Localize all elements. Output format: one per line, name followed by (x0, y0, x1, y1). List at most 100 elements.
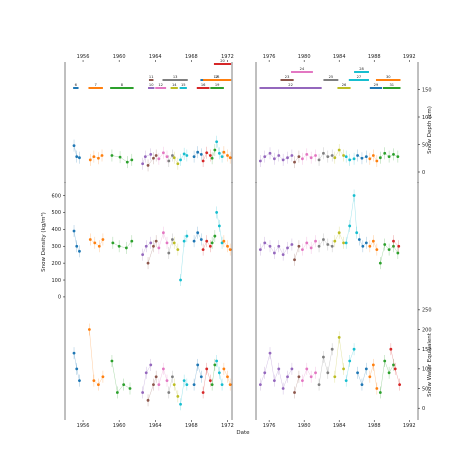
y-tick-label: 500 (51, 210, 61, 216)
series-23 (392, 235, 401, 253)
series-line (318, 349, 333, 385)
data-point (201, 248, 205, 252)
data-point (172, 156, 176, 160)
period-label: 19 (215, 83, 220, 87)
x-tick-label: 1980 (298, 54, 311, 60)
data-point (152, 383, 155, 386)
data-point (125, 160, 129, 164)
series-9 (192, 358, 203, 391)
data-point (75, 367, 79, 371)
series-6 (167, 233, 174, 259)
data-point (210, 241, 214, 245)
series-line (111, 360, 131, 393)
series-18 (333, 144, 345, 164)
x-tick-label: 1988 (368, 54, 381, 60)
series-6 (167, 149, 174, 167)
data-point (172, 383, 176, 386)
top-panel-frame (64, 62, 419, 183)
data-point (258, 159, 262, 163)
data-point (185, 383, 189, 386)
data-point (226, 375, 229, 379)
series-line (168, 239, 173, 254)
series-line (147, 241, 157, 264)
series-16 (301, 148, 317, 165)
top-panel: 1956 1960 1964 1968 1972 1976 1980 1984 1988 1992… (64, 54, 433, 183)
data-point (182, 152, 186, 156)
data-point (371, 363, 375, 367)
data-point (146, 164, 150, 167)
data-point (154, 154, 158, 157)
data-point (205, 367, 209, 371)
data-point (161, 231, 165, 235)
x-tick-label: 1972 (221, 423, 234, 429)
series-13 (222, 362, 232, 391)
data-point (171, 375, 174, 379)
y-tick-label: 150 (422, 347, 432, 353)
data-point (115, 391, 119, 394)
y-tick-label: 0 (58, 295, 61, 301)
data-point (277, 154, 281, 157)
data-point (375, 387, 379, 390)
series-19 (344, 150, 356, 166)
data-point (281, 253, 285, 257)
y-tick-label: 50 (422, 142, 428, 148)
data-point (337, 336, 341, 339)
data-point (165, 241, 169, 245)
series-8 (179, 230, 189, 287)
x-tick-label: 1988 (368, 423, 381, 429)
data-point (293, 258, 296, 262)
data-point (222, 367, 226, 371)
middle-panel: 0 100 200 300 400 500 600 Snow Density (kg/m³) (40, 182, 419, 302)
series-line (302, 241, 316, 250)
series-line (302, 368, 316, 381)
period-label: 8 (121, 83, 124, 87)
series-21 (368, 235, 379, 256)
y-tick-label: 300 (51, 244, 61, 250)
data-point (144, 371, 148, 375)
series-1 (88, 233, 105, 253)
data-point (182, 239, 186, 243)
data-point (286, 246, 289, 250)
data-point (301, 157, 304, 161)
series-line (142, 242, 151, 255)
data-point (192, 383, 196, 386)
period-label: 14 (172, 83, 177, 87)
period-label: 10 (149, 83, 154, 87)
data-point (226, 154, 229, 157)
data-point (171, 238, 174, 241)
data-point (97, 383, 100, 386)
data-point (124, 246, 128, 250)
series-line (90, 155, 103, 161)
series-line (211, 149, 216, 159)
data-point (352, 347, 356, 351)
period-label: 7 (95, 83, 97, 87)
data-point (172, 241, 176, 245)
data-point (342, 241, 345, 245)
data-point (272, 157, 276, 161)
data-point (314, 239, 317, 243)
data-point (293, 160, 296, 164)
data-point (360, 156, 364, 160)
series-line (158, 232, 168, 248)
series-line (302, 154, 316, 159)
data-point (228, 248, 232, 252)
x-tick-label: 1976 (263, 423, 276, 429)
data-point (375, 159, 379, 163)
x-tick-label: 1992 (403, 423, 416, 429)
data-point (161, 151, 165, 155)
data-point (149, 153, 153, 156)
data-point (360, 383, 364, 386)
series-line (142, 364, 151, 393)
data-point (281, 387, 285, 390)
y-tick-label: 600 (51, 193, 61, 199)
series-9 (192, 226, 203, 248)
data-point (171, 154, 174, 157)
data-point (201, 159, 205, 163)
data-point (355, 231, 359, 235)
data-point (330, 154, 334, 157)
series-line (158, 368, 168, 385)
period-label: 18 (215, 75, 220, 79)
data-point (149, 363, 153, 367)
